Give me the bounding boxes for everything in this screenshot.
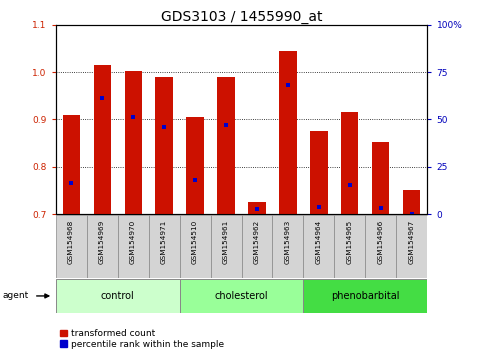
Bar bbox=[94, 65, 111, 214]
Text: GSM154969: GSM154969 bbox=[99, 220, 105, 264]
Bar bbox=[242, 215, 272, 278]
Text: GSM154961: GSM154961 bbox=[223, 220, 229, 264]
Bar bbox=[180, 215, 211, 278]
Bar bbox=[180, 279, 303, 313]
Text: GSM154966: GSM154966 bbox=[378, 220, 384, 264]
Bar bbox=[403, 189, 421, 214]
Bar bbox=[397, 215, 427, 278]
Bar bbox=[372, 142, 389, 214]
Bar bbox=[211, 215, 242, 278]
Bar bbox=[217, 77, 235, 214]
Bar bbox=[117, 215, 149, 278]
Bar bbox=[303, 215, 334, 278]
Text: GSM154962: GSM154962 bbox=[254, 220, 260, 264]
Bar bbox=[248, 202, 266, 214]
Text: GSM154510: GSM154510 bbox=[192, 220, 198, 264]
Bar bbox=[56, 279, 180, 313]
Bar bbox=[366, 215, 397, 278]
Text: GSM154967: GSM154967 bbox=[409, 220, 415, 264]
Legend: transformed count, percentile rank within the sample: transformed count, percentile rank withi… bbox=[60, 329, 224, 349]
Bar bbox=[62, 115, 80, 214]
Text: agent: agent bbox=[2, 291, 28, 301]
Text: control: control bbox=[100, 291, 134, 301]
Text: phenobarbital: phenobarbital bbox=[331, 291, 400, 301]
Text: GSM154965: GSM154965 bbox=[347, 220, 353, 264]
Text: cholesterol: cholesterol bbox=[214, 291, 269, 301]
Bar bbox=[186, 117, 203, 214]
Bar bbox=[149, 215, 180, 278]
Text: GSM154968: GSM154968 bbox=[68, 220, 74, 264]
Text: GSM154964: GSM154964 bbox=[316, 220, 322, 264]
Bar bbox=[303, 279, 427, 313]
Bar bbox=[280, 51, 297, 214]
Title: GDS3103 / 1455990_at: GDS3103 / 1455990_at bbox=[161, 10, 322, 24]
Bar bbox=[56, 215, 86, 278]
Text: GSM154970: GSM154970 bbox=[130, 220, 136, 264]
Bar bbox=[341, 112, 358, 214]
Text: GSM154971: GSM154971 bbox=[161, 220, 167, 264]
Bar bbox=[125, 71, 142, 214]
Bar bbox=[156, 77, 172, 214]
Bar bbox=[311, 131, 327, 214]
Bar bbox=[272, 215, 303, 278]
Bar bbox=[334, 215, 366, 278]
Text: GSM154963: GSM154963 bbox=[285, 220, 291, 264]
Bar bbox=[86, 215, 117, 278]
